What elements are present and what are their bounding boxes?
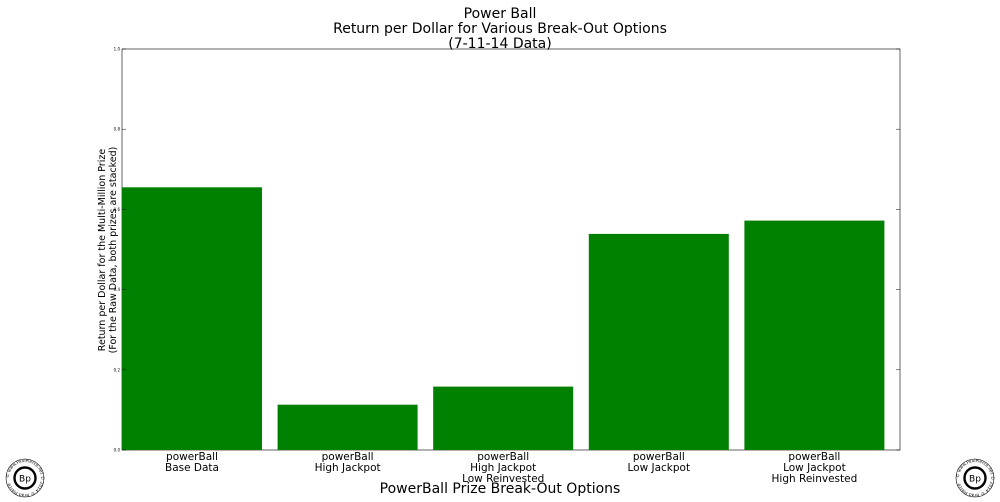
x-tick-label-3-line-1: powerBall (477, 451, 529, 463)
chart-date-note: (7-11-14 Data) (448, 36, 552, 52)
watermark-seal-right: © www.PaulPierce.net © 2014 © Brad Pierc… (955, 458, 995, 498)
x-tick-label-5-line-2: Low Jackpot (783, 462, 846, 474)
seal-logo-icon: © www.PaulPierce.net © 2014 © Brad Pierc… (955, 458, 995, 498)
x-tick-label-5-line-3: High Reinvested (772, 473, 858, 485)
y-tick-label-2: 0.4 (114, 287, 121, 292)
bar-2 (277, 404, 418, 450)
bars-group (122, 187, 885, 451)
chart-subtitle: Return per Dollar for Various Break-Out … (333, 21, 667, 37)
y-tick-label-3: 0.6 (114, 207, 121, 212)
y-tick-label-5: 1.0 (114, 47, 121, 52)
x-tick-label-1-line-1: powerBall (166, 451, 218, 463)
bar-3 (433, 386, 574, 450)
y-axis-label-line-1: Return per Dollar for the Multi-Million … (97, 148, 108, 352)
y-tick-label-1: 0.2 (114, 367, 121, 372)
y-axis-label: Return per Dollar for the Multi-Million … (97, 147, 119, 354)
x-tick-label-2-line-1: powerBall (322, 451, 374, 463)
y-ticks-group: 0.0 0.2 0.4 0.6 0.8 1.0 (114, 47, 900, 453)
bar-4 (588, 233, 729, 450)
bar-5 (744, 220, 885, 450)
x-tick-label-4-line-1: powerBall (633, 451, 685, 463)
x-tick-label-4-line-2: Low Jackpot (627, 462, 690, 474)
x-tick-label-4: powerBall Low Jackpot (627, 451, 690, 474)
x-tick-label-5-line-1: powerBall (788, 451, 840, 463)
svg-text:Bp: Bp (19, 475, 31, 485)
x-axis-label: PowerBall Prize Break-Out Options (379, 481, 621, 497)
x-tick-label-2: powerBall High Jackpot (315, 451, 381, 474)
y-axis-label-line-2: (For the Raw Data, both prizes are stack… (108, 146, 119, 354)
x-tick-label-3: powerBall High Jackpot Low Reinvested (462, 451, 544, 485)
chart-title: Power Ball (463, 6, 537, 22)
x-tick-label-5: powerBall Low Jackpot High Reinvested (772, 451, 858, 485)
x-tick-label-3-line-3: Low Reinvested (462, 473, 544, 485)
x-tick-label-3-line-2: High Jackpot (470, 462, 536, 474)
bar-1 (122, 187, 262, 451)
seal-logo-icon: © www.PaulPierce.net © 2014 © Brad Pierc… (5, 458, 45, 498)
svg-text:Bp: Bp (969, 475, 981, 485)
x-tick-label-1: powerBall Base Data (165, 451, 219, 474)
watermark-seal-left: © www.PaulPierce.net © 2014 © Brad Pierc… (5, 458, 45, 498)
x-tick-label-1-line-2: Base Data (165, 462, 219, 474)
y-tick-label-0: 0.0 (114, 448, 121, 453)
y-tick-label-4: 0.8 (114, 127, 121, 132)
x-tick-label-2-line-2: High Jackpot (315, 462, 381, 474)
